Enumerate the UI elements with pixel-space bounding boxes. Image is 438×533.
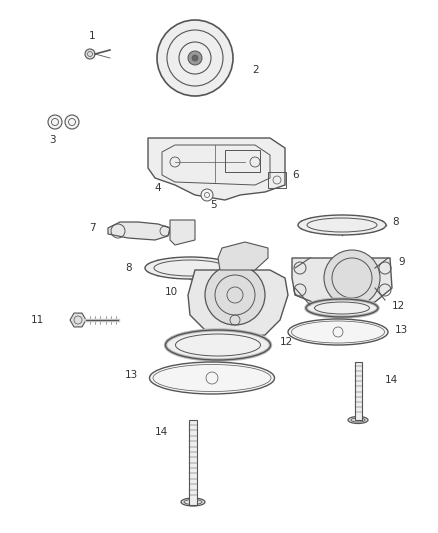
Text: 12: 12 bbox=[280, 337, 293, 347]
Circle shape bbox=[48, 115, 62, 129]
Text: 1: 1 bbox=[88, 31, 95, 41]
Bar bbox=[354, 362, 361, 420]
Text: 13: 13 bbox=[125, 370, 138, 380]
Circle shape bbox=[201, 189, 213, 201]
Bar bbox=[268, 172, 286, 188]
Ellipse shape bbox=[145, 257, 235, 279]
Circle shape bbox=[65, 115, 79, 129]
Text: 2: 2 bbox=[252, 65, 258, 75]
Bar bbox=[225, 150, 260, 172]
Circle shape bbox=[188, 51, 202, 65]
Bar bbox=[189, 420, 197, 505]
Text: 4: 4 bbox=[155, 183, 161, 193]
Ellipse shape bbox=[166, 330, 271, 360]
Ellipse shape bbox=[288, 319, 388, 345]
Text: 12: 12 bbox=[392, 301, 405, 311]
Text: 9: 9 bbox=[398, 257, 405, 267]
Polygon shape bbox=[70, 313, 86, 327]
Text: 6: 6 bbox=[292, 170, 299, 180]
Polygon shape bbox=[170, 220, 195, 245]
Polygon shape bbox=[148, 138, 285, 200]
Polygon shape bbox=[108, 222, 170, 240]
Ellipse shape bbox=[298, 215, 386, 235]
Text: 14: 14 bbox=[155, 427, 168, 437]
Polygon shape bbox=[292, 258, 392, 305]
Text: 8: 8 bbox=[125, 263, 132, 273]
Polygon shape bbox=[218, 242, 268, 270]
Text: 10: 10 bbox=[165, 287, 178, 297]
Text: 11: 11 bbox=[31, 315, 44, 325]
Ellipse shape bbox=[149, 362, 275, 394]
Circle shape bbox=[192, 55, 198, 61]
Text: 14: 14 bbox=[385, 375, 398, 385]
Text: 7: 7 bbox=[89, 223, 96, 233]
Ellipse shape bbox=[181, 498, 205, 506]
Text: 13: 13 bbox=[395, 325, 408, 335]
Circle shape bbox=[157, 20, 233, 96]
Polygon shape bbox=[188, 270, 288, 338]
Ellipse shape bbox=[306, 299, 378, 317]
Circle shape bbox=[205, 265, 265, 325]
Circle shape bbox=[324, 250, 380, 306]
Circle shape bbox=[85, 49, 95, 59]
Text: 5: 5 bbox=[210, 200, 217, 210]
Text: 3: 3 bbox=[49, 135, 55, 145]
Text: 8: 8 bbox=[392, 217, 399, 227]
Ellipse shape bbox=[348, 416, 368, 424]
